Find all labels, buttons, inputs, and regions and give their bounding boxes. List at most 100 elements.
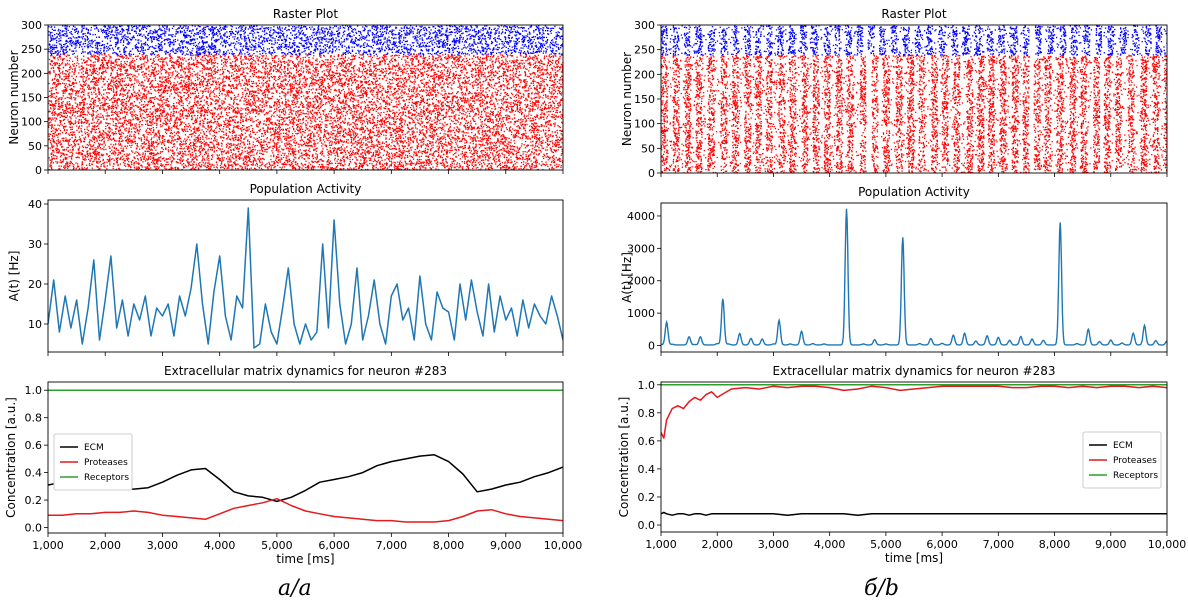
x-tick-label: 9,000 — [1095, 538, 1127, 551]
y-tick-label: 0.6 — [25, 439, 43, 452]
y-tick-label: 2000 — [627, 275, 655, 288]
x-tick-label: 3,000 — [758, 538, 790, 551]
x-tick-label: 9,000 — [490, 539, 522, 552]
x-tick-label: 6,000 — [318, 539, 350, 552]
y-tick-label: 0 — [35, 164, 42, 177]
y-tick-label: 0.2 — [25, 494, 43, 507]
x-tick-label: 4,000 — [814, 538, 846, 551]
y-tick-label: 3000 — [627, 242, 655, 255]
legend-entry: ECM — [84, 443, 104, 453]
raster-series-inhibitory — [661, 25, 1167, 56]
raster-series-excitatory — [661, 54, 1167, 173]
axes-frame — [47, 24, 564, 171]
y-tick-label: 300 — [634, 19, 655, 32]
legend-entry: Receptors — [1113, 471, 1158, 481]
x-tick-label: 1,000 — [645, 538, 677, 551]
y-tick-label: 50 — [28, 140, 42, 153]
plot-area — [48, 207, 563, 349]
legend: ECM Proteases Receptors — [1082, 431, 1162, 489]
y-axis-label: Neuron number — [7, 50, 21, 144]
x-tick-label: 4,000 — [204, 539, 236, 552]
chart-title: Extracellular matrix dynamics for neuron… — [773, 364, 1056, 378]
x-tick-label: 5,000 — [870, 538, 902, 551]
x-tick-label: 10,000 — [544, 539, 583, 552]
panel-a-activity: Population Activity A(t) [Hz] 10 20 30 40 — [7, 182, 564, 356]
y-tick-label: 40 — [28, 198, 42, 211]
x-tick-label: 8,000 — [1039, 538, 1071, 551]
axes-frame — [47, 381, 564, 534]
panel-a-ecm: Extracellular matrix dynamics for neuron… — [4, 364, 582, 566]
y-tick-label: 0.6 — [638, 435, 656, 448]
y-tick-label: 300 — [21, 19, 42, 32]
y-tick-label: 0 — [648, 167, 655, 180]
x-tick-label: 2,000 — [89, 539, 121, 552]
panel-b-raster: Raster Plot Neuron number 0 50 100 150 200 250 3… — [620, 7, 1168, 180]
legend-entry: Proteases — [1113, 456, 1157, 466]
y-tick-label: 150 — [21, 92, 42, 105]
chart-title: Extracellular matrix dynamics for neuron… — [164, 364, 447, 378]
x-tick-label: 10,000 — [1148, 538, 1187, 551]
proteases-line — [48, 497, 563, 523]
x-tick-label: 7,000 — [983, 538, 1015, 551]
x-tick-label: 1,000 — [32, 539, 64, 552]
y-axis-label: A(t) [Hz] — [7, 251, 21, 302]
axes-frame — [660, 381, 1168, 533]
y-tick-label: 1.0 — [25, 384, 43, 397]
y-tick-label: 0.8 — [25, 412, 43, 425]
y-tick-label: 20 — [28, 278, 42, 291]
y-tick-label: 0.4 — [638, 463, 656, 476]
chart-title: Raster Plot — [273, 7, 338, 21]
y-tick-label: 0 — [648, 340, 655, 353]
chart-title: Population Activity — [858, 185, 970, 199]
y-tick-label: 200 — [634, 68, 655, 81]
y-tick-label: 200 — [21, 67, 42, 80]
plot-area — [661, 384, 1167, 516]
y-axis-label: Concentration [a.u.] — [617, 397, 631, 518]
y-tick-label: 0.0 — [638, 519, 656, 532]
y-tick-label: 150 — [634, 93, 655, 106]
legend-entry: Receptors — [84, 473, 129, 483]
y-tick-label: 0.8 — [638, 407, 656, 420]
caption-left: а/a — [278, 576, 312, 601]
x-tick-label: 2,000 — [701, 538, 733, 551]
y-tick-label: 50 — [641, 142, 655, 155]
x-tick-label: 7,000 — [376, 539, 408, 552]
axes-frame — [660, 202, 1168, 353]
y-tick-label: 100 — [21, 116, 42, 129]
ecm-line — [661, 511, 1167, 516]
y-tick-label: 0.2 — [638, 491, 656, 504]
y-tick-label: 0.0 — [25, 522, 43, 535]
plot-area — [48, 25, 563, 170]
x-tick-label: 8,000 — [433, 539, 465, 552]
y-axis-label: A(t) [Hz] — [620, 252, 634, 303]
legend-entry: Proteases — [84, 458, 128, 468]
panel-b-ecm: Extracellular matrix dynamics for neuron… — [617, 364, 1186, 565]
axes-frame — [660, 24, 1168, 174]
activity-line — [48, 207, 563, 349]
x-axis-label: time [ms] — [276, 552, 334, 566]
axes-frame — [47, 199, 564, 353]
y-tick-label: 250 — [634, 44, 655, 57]
y-tick-label: 10 — [28, 318, 42, 331]
proteases-line — [661, 385, 1167, 439]
legend-box — [53, 433, 133, 491]
plot-area — [661, 208, 1167, 346]
raster-series-inhibitory — [48, 25, 563, 56]
x-tick-label: 5,000 — [261, 539, 293, 552]
y-axis-label: Concentration [a.u.] — [4, 397, 18, 518]
caption-right: б/b — [864, 576, 899, 601]
legend-box — [1082, 431, 1162, 489]
panel-a-raster: Raster Plot Neuron number 0 50 100 150 200 250 3… — [7, 7, 564, 177]
legend-entry: ECM — [1113, 441, 1133, 451]
y-tick-label: 100 — [634, 118, 655, 131]
y-tick-label: 30 — [28, 238, 42, 251]
y-tick-label: 1000 — [627, 307, 655, 320]
y-tick-label: 250 — [21, 43, 42, 56]
ecm-line — [48, 454, 563, 503]
plot-area — [48, 389, 563, 523]
panel-b-activity: Population Activity A(t) [Hz] 0 1000 2000 300… — [620, 185, 1168, 356]
plot-area — [661, 25, 1167, 173]
activity-line — [661, 208, 1167, 346]
y-axis-label: Neuron number — [620, 52, 634, 146]
